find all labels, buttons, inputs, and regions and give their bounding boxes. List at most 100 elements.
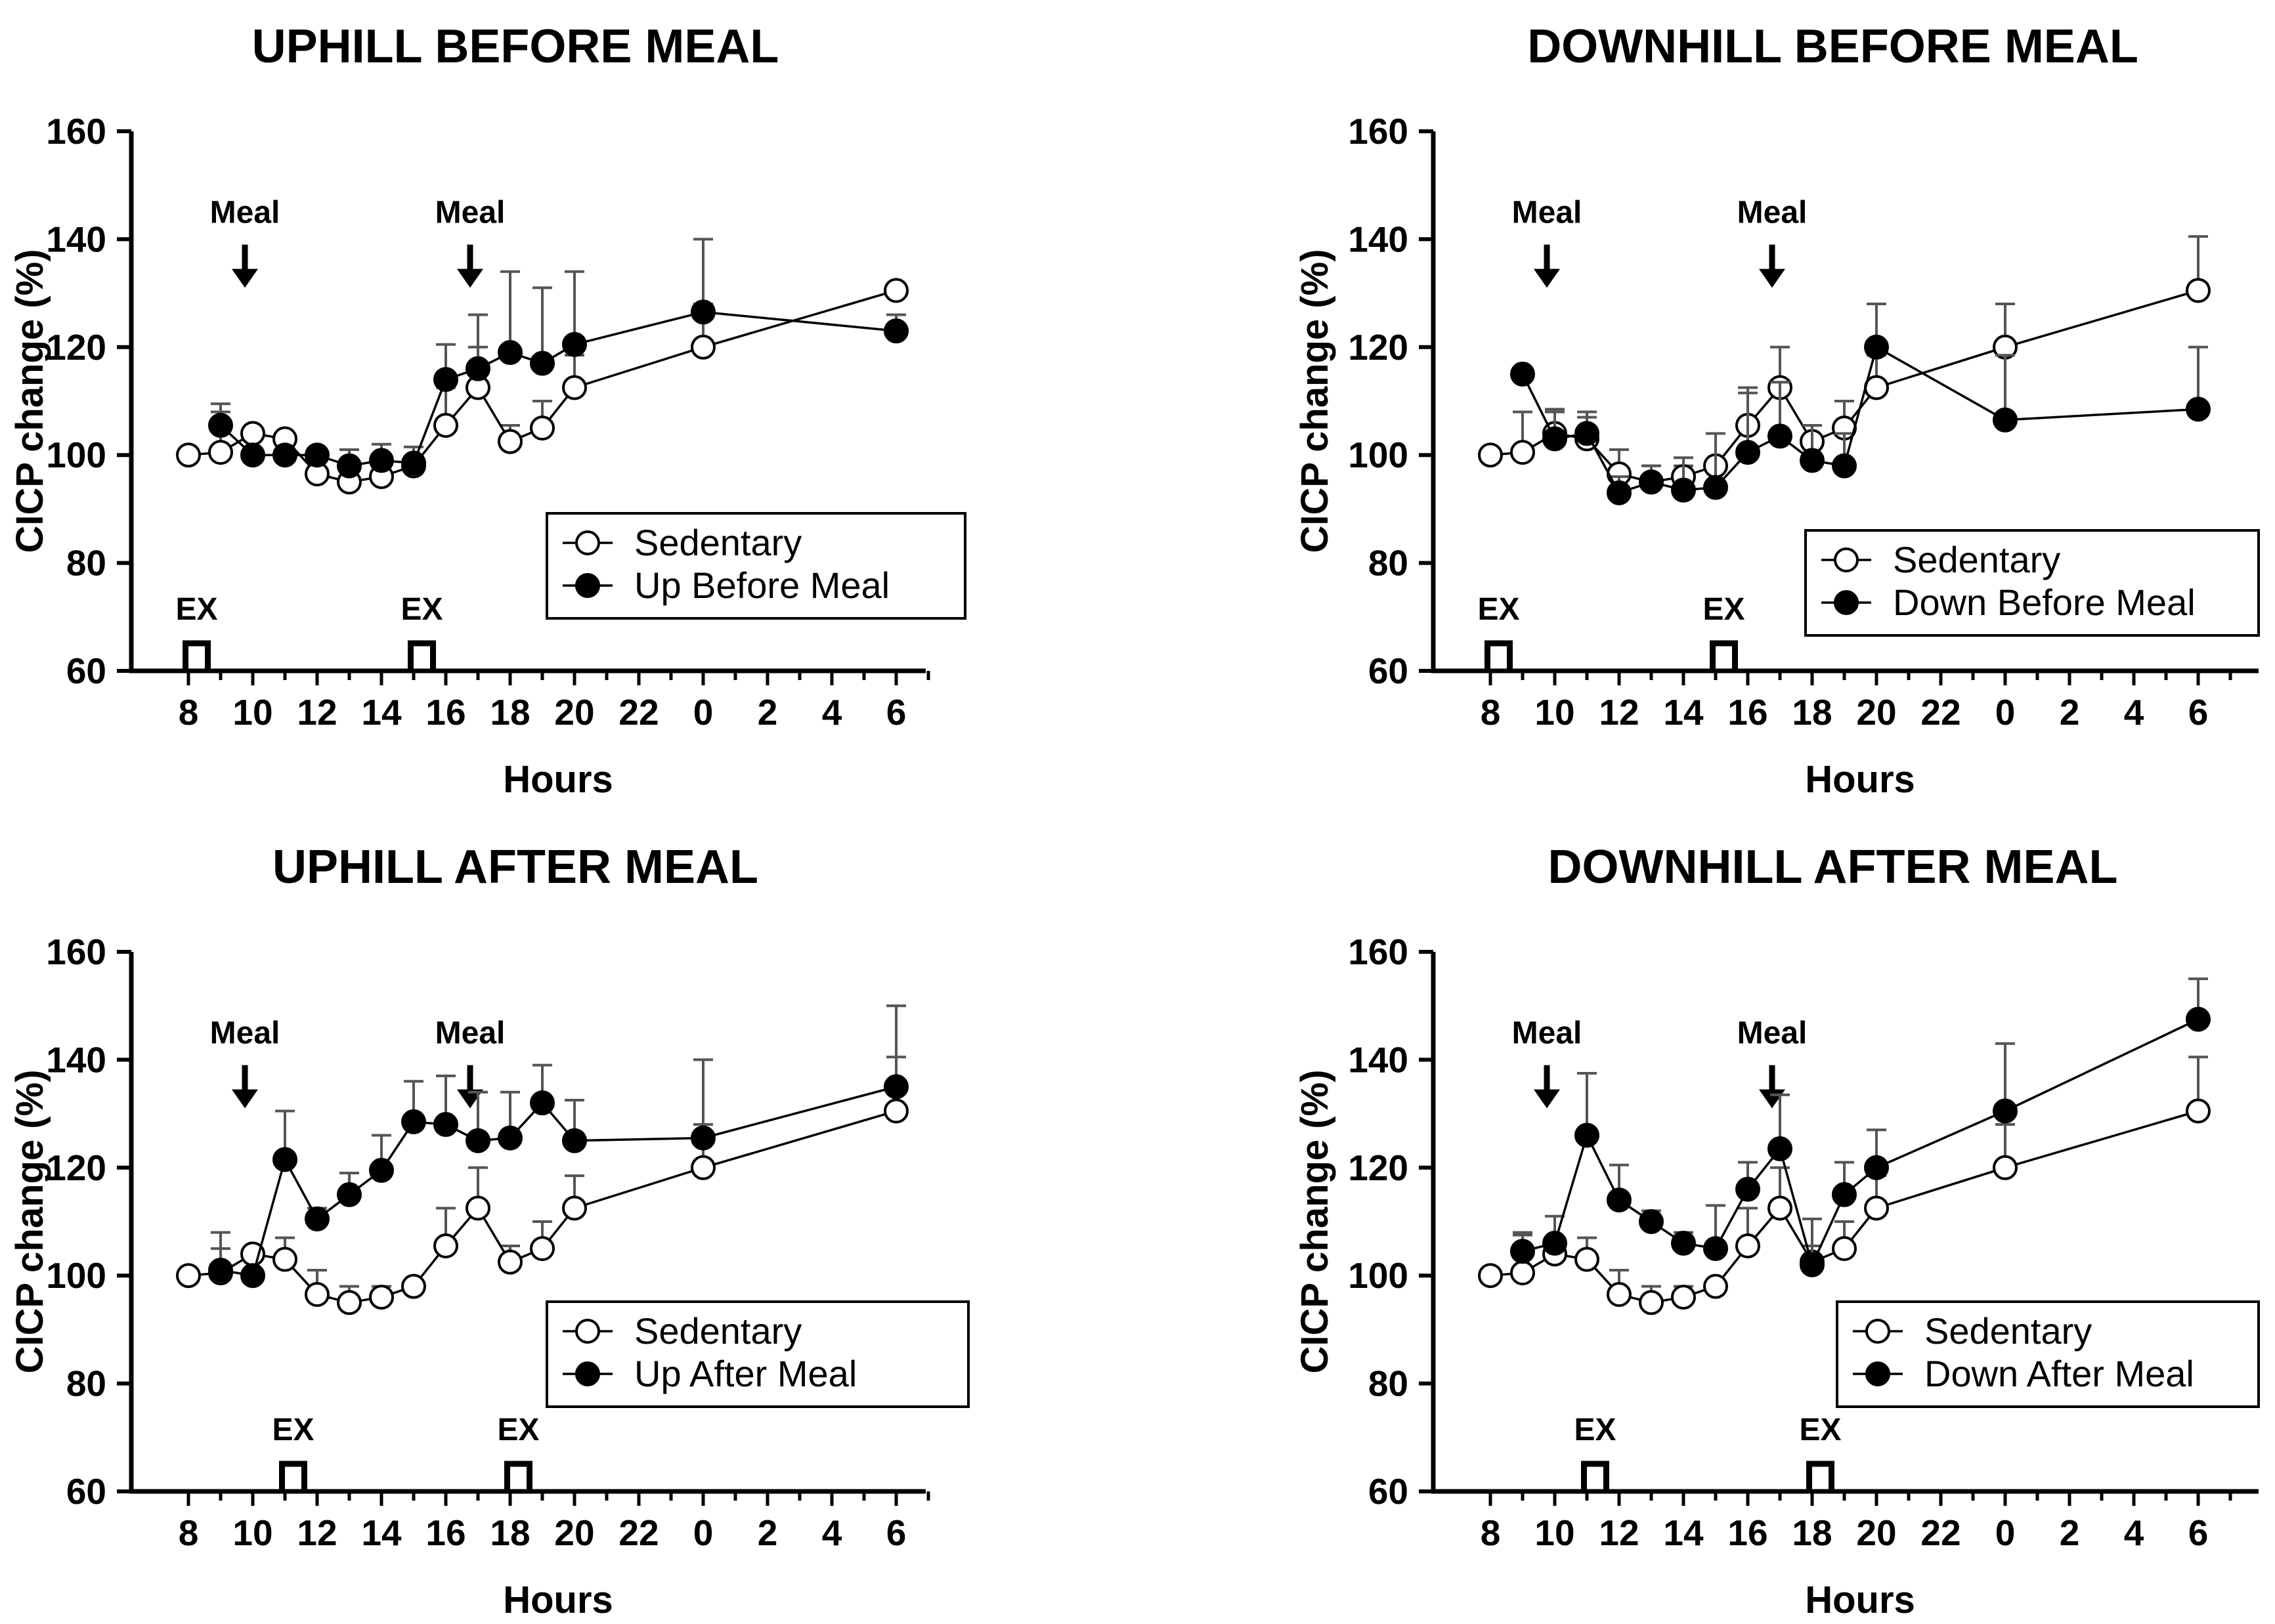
data-point-open xyxy=(1767,1195,1792,1221)
data-point-open xyxy=(884,278,909,303)
legend-marker xyxy=(575,530,600,555)
meal-label: Meal xyxy=(1737,1015,1808,1050)
legend-label: Sedentary xyxy=(1924,1310,2092,1352)
data-point-open xyxy=(176,1263,201,1289)
x-tick-label: 18 xyxy=(1792,1512,1832,1553)
data-point-open xyxy=(691,334,716,360)
ex-label: EX xyxy=(1477,592,1519,627)
legend-marker xyxy=(575,1361,600,1386)
data-point-open xyxy=(1510,1260,1535,1286)
data-point-filled xyxy=(466,356,490,381)
data-point-open xyxy=(1832,1236,1857,1262)
data-point-filled xyxy=(1671,477,1696,503)
x-tick-label: 6 xyxy=(886,1512,907,1553)
legend-label: Sedentary xyxy=(634,1310,802,1352)
data-point-filled xyxy=(1510,1239,1535,1264)
data-point-filled xyxy=(1574,1122,1599,1148)
y-tick-label: 60 xyxy=(66,651,106,691)
meal-arrow-head xyxy=(232,1089,258,1109)
series-exercise xyxy=(1510,977,2211,1277)
ex-label: EX xyxy=(175,592,217,627)
ex-label: EX xyxy=(1574,1413,1616,1447)
data-point-filled xyxy=(2186,396,2211,422)
data-point-open xyxy=(1735,1233,1760,1258)
meal-label: Meal xyxy=(435,195,506,230)
y-tick-label: 120 xyxy=(1348,327,1408,368)
y-tick-label: 60 xyxy=(1368,651,1408,691)
data-point-filled xyxy=(401,1109,426,1134)
series-line xyxy=(219,310,897,467)
data-point-open xyxy=(1703,1273,1728,1299)
data-point-filled xyxy=(1993,407,2018,433)
data-point-filled xyxy=(369,1157,394,1183)
x-tick-label: 14 xyxy=(361,692,402,733)
data-point-filled xyxy=(272,1147,297,1172)
legend-marker xyxy=(1834,590,1859,615)
data-point-open xyxy=(433,1233,458,1258)
legend-box xyxy=(1836,1300,2260,1408)
ex-label: EX xyxy=(497,1413,539,1447)
y-tick-label: 140 xyxy=(46,219,106,259)
data-point-filled xyxy=(1703,475,1728,500)
x-tick-label: 12 xyxy=(297,1512,337,1553)
y-axis-label: CICP change (%) xyxy=(1293,1069,1336,1373)
x-tick-label: 18 xyxy=(1792,692,1832,733)
x-tick-label: 8 xyxy=(179,692,199,733)
data-point-open xyxy=(1671,1285,1696,1310)
data-point-filled xyxy=(1767,1136,1792,1162)
data-point-open xyxy=(1639,1290,1664,1315)
ex-bout-marker xyxy=(1484,640,1513,671)
data-point-open xyxy=(466,1195,490,1221)
x-tick-label: 6 xyxy=(886,692,907,733)
data-point-filled xyxy=(562,1128,587,1153)
x-tick-label: 18 xyxy=(490,692,530,733)
data-point-open xyxy=(1993,1155,2018,1180)
data-point-filled xyxy=(884,318,909,344)
legend-box xyxy=(1804,529,2260,637)
x-tick-label: 2 xyxy=(758,1512,778,1553)
ex-bout-marker xyxy=(504,1461,532,1491)
x-tick-label: 6 xyxy=(2188,1512,2209,1553)
x-tick-label: 14 xyxy=(1663,1512,1704,1553)
y-tick-label: 160 xyxy=(1348,931,1408,972)
data-point-filled xyxy=(401,450,426,476)
legend-label: Sedentary xyxy=(634,522,802,563)
data-point-open xyxy=(369,1285,394,1310)
data-point-open xyxy=(1574,1247,1599,1272)
ex-label: EX xyxy=(1702,592,1744,627)
y-tick-label: 160 xyxy=(1348,111,1408,152)
legend-marker xyxy=(1865,1319,1890,1344)
meal-arrow-head xyxy=(1534,1089,1560,1109)
series-exercise xyxy=(208,238,909,479)
y-tick-label: 120 xyxy=(46,1147,106,1188)
y-tick-label: 140 xyxy=(1348,1039,1408,1080)
data-point-filled xyxy=(1542,1230,1567,1256)
legend-box xyxy=(546,1300,970,1408)
data-point-open xyxy=(1864,1195,1889,1221)
x-tick-label: 12 xyxy=(1599,1512,1639,1553)
data-point-open xyxy=(2186,278,2211,303)
meal-arrow-head xyxy=(232,268,258,288)
ex-bout-marker xyxy=(1710,640,1738,671)
data-point-filled xyxy=(1703,1236,1728,1262)
ex-label: EX xyxy=(1799,1413,1841,1447)
y-tick-label: 80 xyxy=(66,543,106,584)
y-tick-label: 120 xyxy=(1348,1147,1408,1188)
x-tick-label: 0 xyxy=(1995,1512,2016,1553)
data-point-filled xyxy=(433,367,458,393)
data-point-filled xyxy=(1639,469,1664,495)
data-point-filled xyxy=(1607,1187,1632,1213)
legend-label: Up Before Meal xyxy=(634,565,890,606)
data-point-filled xyxy=(305,442,330,468)
meal-label: Meal xyxy=(1512,1015,1582,1050)
data-point-filled xyxy=(369,448,394,473)
meal-label: Meal xyxy=(210,1015,280,1050)
series-exercise xyxy=(1510,303,2211,505)
x-tick-label: 20 xyxy=(554,692,594,733)
x-tick-label: 6 xyxy=(2188,692,2209,733)
legend-label: Down After Meal xyxy=(1924,1353,2194,1394)
